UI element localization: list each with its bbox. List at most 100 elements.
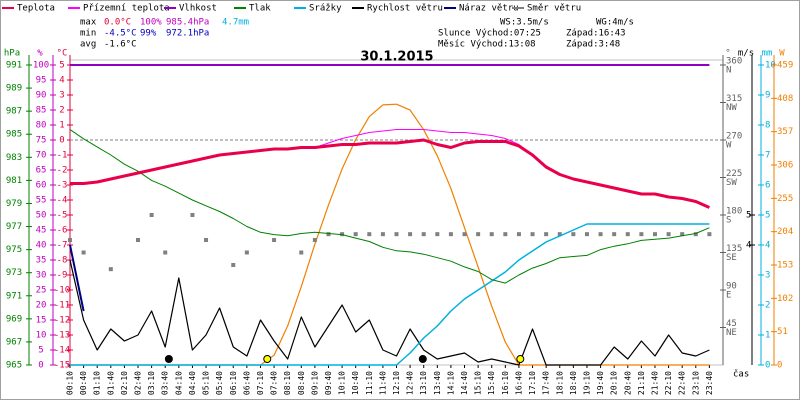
direction-dot — [598, 232, 603, 237]
y-tick-label: -14 — [54, 346, 70, 356]
y-tick-label: 3 — [59, 91, 64, 101]
y-tick-label: 10 — [765, 61, 776, 71]
x-tick-label: 10:40 — [351, 371, 360, 395]
y-tick-label: 5 — [765, 211, 770, 221]
direction-dot — [231, 263, 236, 267]
y-tick-label: 85 — [36, 106, 47, 116]
legend-label: Tlak — [249, 4, 271, 14]
stat: 4.7mm — [222, 18, 249, 28]
y-tick-label: 75 — [36, 136, 47, 146]
direction-dot — [149, 213, 154, 217]
y-tick-label: 4 — [59, 76, 64, 86]
direction-dot — [408, 232, 413, 237]
direction-dot — [584, 232, 589, 237]
y-tick-name: S — [726, 216, 731, 226]
y-tick-label: -8 — [57, 256, 68, 266]
y-axis-unit: ° — [725, 49, 730, 59]
direction-dot — [326, 232, 331, 237]
y-tick-label: 270 — [726, 132, 742, 142]
direction-dot — [244, 250, 249, 255]
direction-dot — [136, 238, 141, 242]
moon-marker — [418, 355, 427, 363]
y-tick-label: 360 — [726, 57, 742, 67]
y-tick-label: -6 — [57, 226, 68, 236]
direction-dot — [489, 232, 494, 237]
y-tick-label: 315 — [726, 94, 742, 104]
legend-label: Srážky — [309, 4, 342, 14]
y-tick-label: 180 — [726, 207, 742, 217]
y-tick-label: 100 — [33, 61, 49, 71]
legend-label: Náraz větru — [459, 4, 519, 14]
y-tick-label: 90 — [726, 282, 737, 292]
info: WS:3.5m/s — [500, 18, 549, 28]
x-tick-label: 17:40 — [542, 371, 551, 395]
direction-dot — [163, 250, 168, 255]
y-tick-label: -5 — [57, 211, 68, 221]
y-tick-label: 5 — [38, 346, 43, 356]
stat: 99% — [140, 29, 157, 39]
x-tick-label: 13:40 — [433, 371, 442, 395]
y-tick-label: 973 — [6, 268, 22, 278]
y-tick-label: 45 — [726, 319, 737, 329]
direction-dot — [680, 232, 685, 237]
y-tick-label: -4 — [57, 196, 68, 206]
x-tick-label: 06:10 — [229, 371, 238, 395]
y-tick-label: 102 — [777, 294, 793, 304]
direction-dot — [544, 232, 549, 237]
direction-dot — [353, 232, 358, 237]
stat: 100% — [140, 18, 162, 28]
x-tick-label: 10:10 — [338, 371, 347, 395]
x-tick-label: 17:10 — [528, 371, 537, 395]
sun-marker — [516, 355, 525, 363]
direction-dot — [421, 232, 426, 237]
x-tick-label: 07:10 — [256, 371, 265, 395]
y-tick-label: 225 — [726, 169, 742, 179]
y-tick-label: 991 — [6, 61, 22, 71]
direction-dot — [612, 232, 617, 237]
x-tick-label: 20:10 — [610, 371, 619, 395]
x-tick-label: 15:40 — [487, 371, 496, 395]
direction-dot — [394, 232, 399, 237]
x-tick-label: 05:10 — [202, 371, 211, 395]
y-tick-label: 10 — [36, 331, 47, 341]
moon-marker — [164, 355, 173, 363]
y-tick-label: 5 — [59, 61, 64, 71]
x-tick-label: 08:10 — [283, 371, 292, 395]
y-tick-label: 4 — [746, 241, 751, 251]
stat: -4.5°C — [104, 29, 137, 39]
y-tick-label: 2 — [59, 106, 64, 116]
x-tick-label: 13:10 — [419, 371, 428, 395]
direction-dot — [462, 232, 467, 237]
y-tick-label: 255 — [777, 194, 793, 204]
x-tick-label: 02:10 — [120, 371, 129, 395]
y-tick-label: 65 — [36, 166, 47, 176]
direction-dot — [476, 232, 481, 237]
x-tick-label: 12:40 — [406, 371, 415, 395]
y-tick-label: 967 — [6, 337, 22, 347]
y-tick-label: 35 — [36, 256, 47, 266]
y-tick-label: 60 — [36, 181, 47, 191]
y-tick-label: 977 — [6, 222, 22, 232]
y-tick-label: 971 — [6, 291, 22, 301]
x-tick-label: 12:10 — [392, 371, 401, 395]
x-tick-label: 06:40 — [242, 371, 251, 395]
info: Slunce Východ:07:25 — [438, 29, 541, 39]
x-tick-label: 19:40 — [596, 371, 605, 395]
y-tick-label: 969 — [6, 314, 22, 324]
x-tick-label: 01:10 — [93, 371, 102, 395]
x-tick-label: 09:10 — [310, 371, 319, 395]
y-tick-label: 153 — [777, 261, 793, 271]
y-tick-name: NE — [726, 328, 737, 338]
direction-dot — [367, 232, 372, 237]
x-tick-label: 18:40 — [569, 371, 578, 395]
x-tick-label: 23:10 — [691, 371, 700, 395]
chart-title: 30.1.2015 — [360, 50, 433, 65]
y-tick-label: 983 — [6, 153, 22, 163]
direction-dot — [625, 232, 630, 237]
y-tick-label: -2 — [57, 166, 68, 176]
x-tick-label: 02:40 — [134, 371, 143, 395]
direction-dot — [666, 232, 671, 237]
plot-area — [69, 59, 724, 366]
x-tick-label: 00:10 — [66, 371, 75, 395]
info: Západ:16:43 — [566, 29, 626, 39]
